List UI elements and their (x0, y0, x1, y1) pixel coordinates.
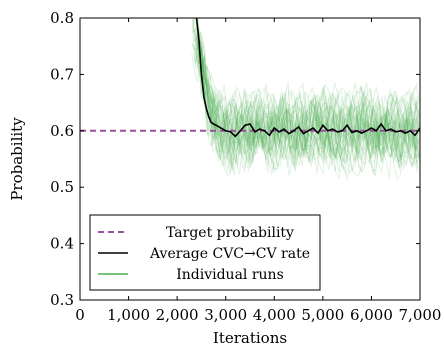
individual-run-line (191, 38, 420, 175)
individual-run-line (195, 50, 419, 173)
x-tick-label: 6,000 (350, 306, 393, 324)
average-rate-line (195, 18, 420, 138)
individual-run-line (197, 18, 420, 168)
individual-run-line (192, 32, 420, 175)
individual-run-line (202, 57, 420, 179)
y-tick-label: 0.3 (50, 291, 74, 309)
x-tick-label: 3,000 (204, 306, 247, 324)
axes-layer: Iterations Probability (8, 17, 421, 347)
individual-run-line (194, 26, 420, 160)
individual-run-line (192, 18, 420, 173)
individual-run-line (198, 55, 418, 169)
y-tick-label: 0.7 (50, 65, 74, 83)
individual-run-line (191, 40, 420, 169)
individual-run-line (193, 18, 418, 180)
individual-run-line (195, 18, 418, 162)
x-axis-label: Iterations (213, 329, 287, 347)
y-tick-label: 0.8 (50, 9, 74, 27)
individual-run-line (195, 27, 418, 175)
legend-label: Target probability (166, 225, 294, 241)
individual-run-line (202, 41, 420, 171)
y-tick-label: 0.5 (50, 178, 74, 196)
individual-run-line (201, 75, 418, 180)
ticks-layer: 0 1,000 2,000 3,000 4,000 5,000 6,000 7,000 0.3 0… (50, 9, 441, 324)
individual-run-line (200, 50, 420, 172)
individual-run-line (193, 44, 420, 162)
individual-run-line (195, 30, 419, 164)
legend-box (89, 214, 321, 291)
individual-run-line (194, 31, 420, 175)
legend: Target probability Average CVC→CV rate Ind… (89, 214, 321, 291)
legend-label: Individual runs (176, 267, 284, 283)
individual-runs-layer (191, 18, 420, 180)
individual-run-line (200, 45, 420, 172)
y-tick-label: 0.6 (50, 122, 74, 140)
individual-run-line (194, 30, 420, 175)
x-tick-label: 5,000 (301, 306, 344, 324)
individual-run-line (197, 40, 420, 171)
plot-frame (79, 17, 421, 301)
x-tick-label: 2,000 (156, 306, 199, 324)
x-tick-label: 1,000 (107, 306, 150, 324)
x-tick-label: 4,000 (253, 306, 296, 324)
x-tick-label: 7,000 (399, 306, 442, 324)
individual-run-line (192, 18, 420, 177)
individual-run-line (203, 44, 420, 176)
legend-label: Average CVC→CV rate (149, 246, 310, 262)
x-tick-label: 0 (75, 306, 85, 324)
individual-run-line (192, 18, 420, 173)
average-rate-layer (195, 18, 420, 138)
individual-run-line (196, 18, 419, 176)
y-tick-label: 0.4 (50, 235, 74, 253)
individual-run-line (191, 18, 420, 164)
y-axis-label: Probability (8, 117, 26, 201)
individual-run-line (191, 28, 420, 177)
individual-run-line (201, 32, 418, 168)
individual-run-line (199, 34, 419, 170)
individual-run-line (194, 29, 420, 170)
individual-run-line (195, 33, 419, 177)
